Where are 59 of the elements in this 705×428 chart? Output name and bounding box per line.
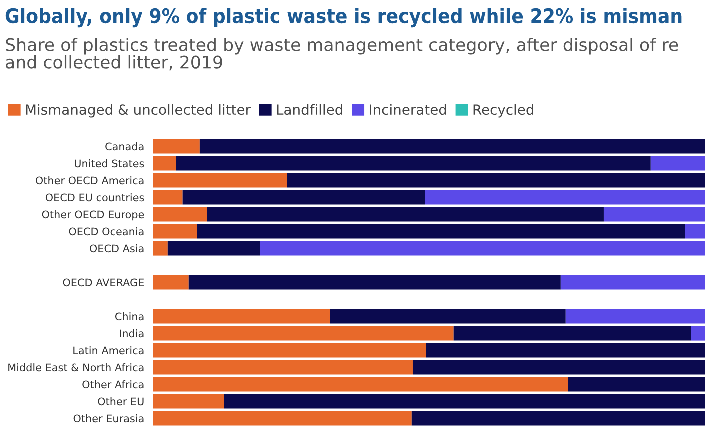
bar bbox=[287, 173, 705, 188]
bar bbox=[153, 360, 413, 375]
chart-title: Globally, only 9% of plastic waste is recycled while 22% is misman bbox=[6, 8, 682, 28]
bar bbox=[560, 275, 705, 290]
y-tick-label: India bbox=[120, 330, 144, 338]
bar bbox=[153, 377, 568, 392]
bar bbox=[153, 207, 208, 222]
legend-label: Recycled bbox=[474, 104, 534, 118]
bar bbox=[153, 275, 189, 290]
y-tick-label: Canada bbox=[106, 142, 144, 151]
bar bbox=[153, 326, 454, 341]
bar bbox=[454, 326, 692, 341]
bar bbox=[604, 207, 705, 222]
bar bbox=[426, 343, 705, 358]
y-tick-label: OECD AVERAGE bbox=[63, 278, 144, 287]
bar bbox=[168, 241, 260, 256]
chart-subtitle: Share of plastics treated by waste management category, after disposal of re and collected litter, 2019 bbox=[6, 38, 678, 71]
bar bbox=[412, 360, 705, 375]
bar bbox=[566, 309, 705, 324]
bar bbox=[691, 326, 705, 341]
y-tick-label: United States bbox=[75, 160, 144, 168]
bar bbox=[153, 394, 224, 409]
bar bbox=[153, 241, 168, 256]
bar bbox=[153, 411, 412, 426]
bar bbox=[153, 224, 198, 239]
bar bbox=[224, 394, 705, 409]
bar bbox=[197, 224, 686, 239]
y-tick-label: Latin America bbox=[74, 346, 144, 355]
bar bbox=[412, 411, 705, 426]
bar bbox=[188, 275, 561, 290]
bar bbox=[685, 224, 705, 239]
y-tick-label: OECD Asia bbox=[90, 244, 144, 253]
bar bbox=[176, 156, 651, 171]
bar bbox=[182, 190, 426, 205]
bar bbox=[650, 156, 705, 171]
bar bbox=[425, 190, 705, 205]
y-tick-label: Other Africa bbox=[82, 380, 144, 389]
bar bbox=[260, 241, 705, 256]
bar bbox=[153, 156, 176, 171]
y-tick-label: China bbox=[115, 312, 144, 321]
bar bbox=[153, 343, 426, 358]
y-tick-label: Other OECD America bbox=[36, 176, 144, 185]
legend-label: Landfilled bbox=[277, 104, 342, 116]
bar bbox=[200, 139, 705, 154]
y-tick-label: Other OECD Europe bbox=[42, 210, 144, 221]
y-tick-label: OECD Oceania bbox=[69, 228, 144, 236]
legend-label: Mismanaged & uncollected litter bbox=[26, 104, 251, 118]
bar bbox=[153, 190, 183, 205]
bar bbox=[153, 309, 330, 324]
y-tick-label: Other Eurasia bbox=[74, 414, 144, 423]
bar bbox=[207, 207, 604, 222]
y-tick-label: Middle East & North Africa bbox=[8, 364, 144, 372]
y-tick-label: Other EU bbox=[98, 398, 144, 406]
y-tick-label: OECD EU countries bbox=[46, 194, 144, 202]
bar bbox=[330, 309, 566, 324]
legend-label: Incinerated bbox=[370, 104, 446, 116]
bar bbox=[568, 377, 705, 392]
bar bbox=[153, 139, 200, 154]
bar bbox=[153, 173, 288, 188]
